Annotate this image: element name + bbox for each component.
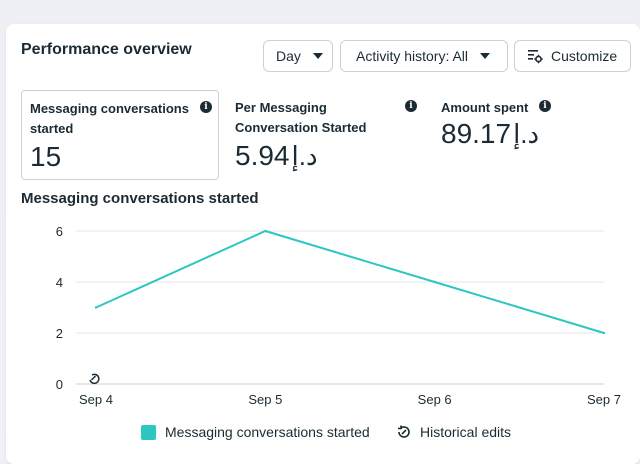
y-tick-label: 4 bbox=[56, 275, 63, 290]
y-tick-label: 0 bbox=[56, 377, 63, 392]
historical-edits-icon bbox=[398, 425, 410, 438]
page-title: Performance overview bbox=[21, 41, 192, 58]
legend-series-label: Messaging conversations started bbox=[165, 424, 370, 440]
metric-messaging-conversations[interactable]: Messaging conversations started i 15 bbox=[21, 90, 219, 180]
customize-button[interactable]: Customize bbox=[514, 40, 631, 72]
activity-history-label: Activity history: All bbox=[356, 48, 469, 64]
info-icon[interactable]: i bbox=[405, 100, 417, 112]
performance-overview-card: Performance overview Day Activity histor… bbox=[6, 24, 640, 464]
y-tick-label: 6 bbox=[56, 224, 63, 239]
metric-label: Amount spent bbox=[441, 100, 529, 115]
y-tick-label: 2 bbox=[56, 326, 63, 341]
x-tick-label: Sep 5 bbox=[248, 392, 282, 407]
legend-series[interactable]: Messaging conversations started bbox=[141, 424, 370, 440]
x-tick-label: Sep 4 bbox=[79, 392, 113, 407]
metric-value: 15 bbox=[30, 141, 62, 172]
data-point bbox=[433, 280, 436, 284]
metric-value: 5.94د.إ bbox=[235, 140, 318, 171]
data-point bbox=[264, 229, 267, 233]
chevron-down-icon bbox=[480, 53, 491, 59]
data-point bbox=[94, 306, 98, 309]
legend-historical-edits[interactable]: Historical edits bbox=[396, 424, 511, 440]
metric-amount-spent[interactable]: Amount spent i 89.17د.إ bbox=[440, 90, 630, 180]
chevron-down-icon bbox=[312, 53, 323, 59]
metric-value: 89.17د.إ bbox=[441, 118, 540, 149]
activity-history-dropdown[interactable]: Activity history: All bbox=[340, 40, 508, 72]
x-tick-label: Sep 7 bbox=[587, 392, 621, 407]
currency-symbol: د.إ bbox=[291, 141, 318, 171]
line-chart: 0 2 4 6 Sep 4 Sep 5 Sep 6 Sep 7 bbox=[56, 224, 621, 407]
customize-label: Customize bbox=[551, 48, 618, 64]
metric-label: Messaging conversations started bbox=[30, 101, 189, 136]
currency-symbol: د.إ bbox=[513, 119, 540, 149]
info-icon[interactable]: i bbox=[539, 100, 551, 112]
info-icon[interactable]: i bbox=[200, 101, 212, 113]
metric-per-conversation[interactable]: Per Messaging Conversation Started i 5.9… bbox=[234, 90, 424, 180]
data-point bbox=[602, 331, 606, 335]
historical-edit-marker bbox=[89, 373, 100, 385]
day-dropdown-label: Day bbox=[276, 48, 301, 64]
metric-label: Per Messaging Conversation Started bbox=[235, 100, 367, 135]
x-tick-label: Sep 6 bbox=[418, 392, 452, 407]
day-dropdown[interactable]: Day bbox=[263, 40, 333, 72]
series-line bbox=[95, 229, 605, 334]
chart-title: Messaging conversations started bbox=[21, 190, 259, 207]
legend-edits-label: Historical edits bbox=[420, 424, 512, 440]
customize-icon bbox=[528, 50, 543, 64]
legend-swatch bbox=[141, 424, 156, 440]
